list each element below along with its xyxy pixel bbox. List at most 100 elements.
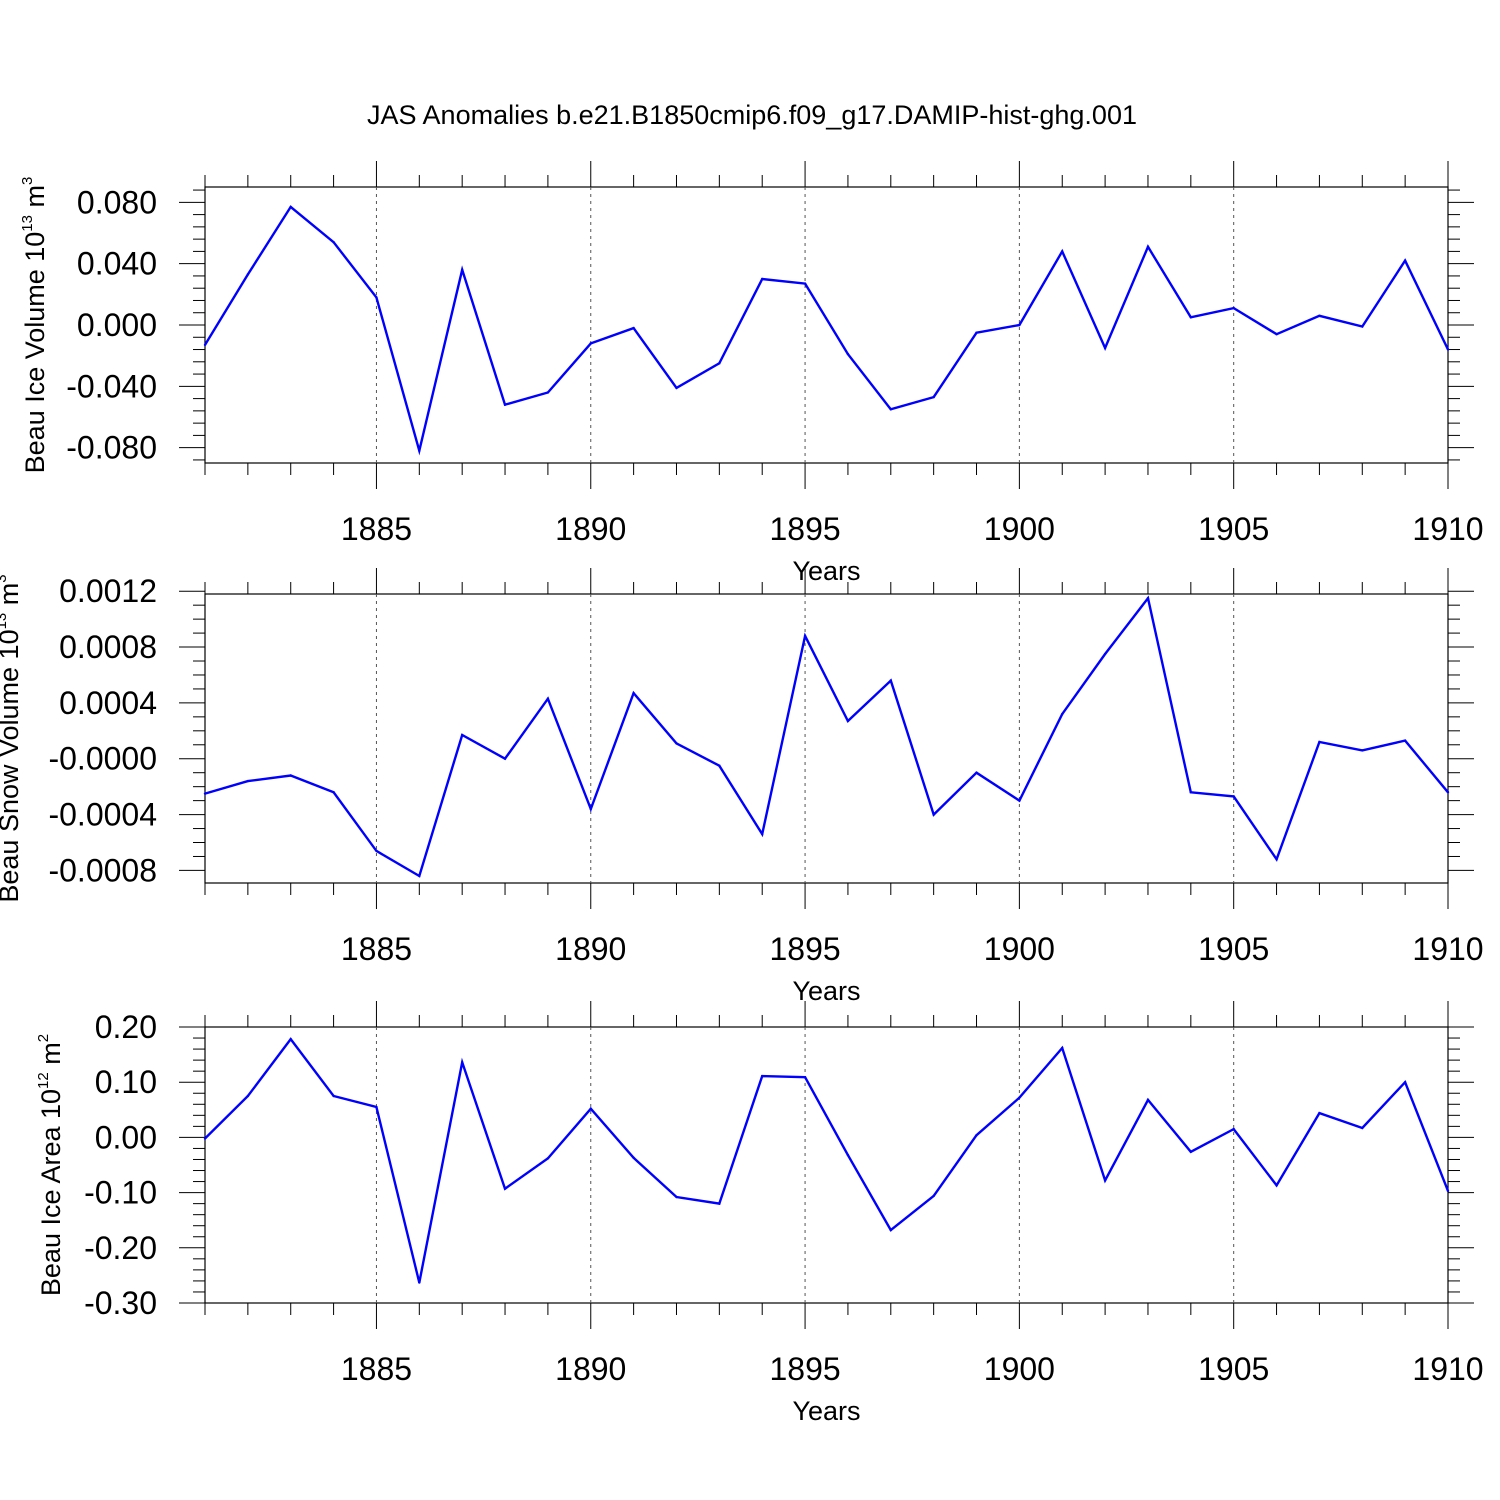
data-point [803,634,807,638]
data-point [803,1076,807,1079]
x-tick-label: 1905 [1198,931,1269,967]
data-point [418,1281,421,1284]
data-point [289,774,292,777]
data-point [1018,1096,1021,1099]
x-tick-label: 1910 [1412,1351,1483,1387]
data-point [1232,306,1235,310]
data-point [1275,858,1278,861]
data-point [418,449,421,452]
data-point [803,282,807,285]
data-point [460,1061,464,1064]
y-axis-title: Beau Snow Volume 1013 m3 [0,574,24,902]
data-point [246,779,250,783]
data-point [1103,652,1107,656]
chart-panel-3: -0.30 -0.20 -0.10 0.00 0.10 0.20 1885 1890 1895 1… [35,1001,1484,1426]
y-axis-title-part: m [36,1042,66,1072]
data-point [846,1153,850,1157]
data-point [1103,346,1107,350]
y-axis-title-part: Beau Snow Volume 10 [0,629,24,902]
data-point [375,1105,378,1109]
data-point [1018,323,1021,327]
series-line [203,205,1450,456]
data-point [1189,791,1193,794]
data-point [1403,1081,1407,1084]
y-tick-label: -0.0004 [48,797,157,833]
series-line [204,595,1449,878]
data-point [718,1202,721,1205]
data-point [546,697,550,700]
data-point [889,1228,892,1232]
y-tick-label: 0.10 [95,1064,157,1100]
y-tick-label: -0.20 [84,1230,157,1266]
data-point [1318,1111,1321,1115]
data-point [1446,1189,1450,1193]
x-tick-label: 1905 [1198,1351,1269,1387]
figure-title: JAS Anomalies b.e21.B1850cmip6.f09_g17.D… [367,100,1137,130]
data-point [1232,795,1235,798]
chart-panel-2: -0.0008 -0.0004 -0.0000 0.0004 0.0008 0.0012 1… [0,568,1484,1006]
data-point [1318,740,1321,744]
data-point [761,277,764,281]
data-point [289,205,292,209]
data-point [1275,333,1278,336]
chart-panel-1: -0.080 -0.040 0.000 0.040 0.080 1885 1890 1895 1… [19,161,1484,586]
x-tick-label: 1910 [1412,511,1483,547]
x-tick-label: 1890 [555,511,626,547]
data-point [203,343,207,347]
data-point [332,1094,335,1098]
x-tick-label: 1900 [984,511,1055,547]
data-point [975,331,978,334]
data-point [332,241,335,244]
y-tick-label: 0.080 [77,184,157,220]
data-point [975,771,978,774]
x-tick-label: 1900 [984,1351,1055,1387]
data-point [503,757,507,760]
data-point [546,1157,550,1160]
data-point [1061,250,1064,253]
x-tick-label: 1900 [984,931,1055,967]
data-point [418,874,421,878]
data-point [460,268,464,271]
data-point [289,1037,292,1041]
data-point [1189,1150,1193,1153]
x-tick-label: 1885 [341,1351,412,1387]
x-axis-title: Years [792,556,860,586]
data-point [1275,1184,1278,1187]
data-point [460,733,464,737]
data-point [332,791,335,794]
data-point [589,807,592,811]
data-point [675,1195,678,1199]
data-point [1361,1126,1364,1130]
y-axis-title-part: m [0,583,24,613]
data-point [846,719,850,723]
y-tick-label: 0.20 [95,1009,157,1045]
data-point [1446,791,1450,794]
x-tick-label: 1885 [341,931,412,967]
y-axis-title-part: Beau Ice Area 10 [36,1089,66,1296]
data-point [761,1074,764,1078]
x-tick-label: 1895 [769,1351,840,1387]
data-point [632,326,635,330]
data-point [1103,1179,1107,1182]
data-point [718,362,721,365]
data-point [975,1133,978,1137]
y-tick-label: 0.040 [77,246,157,282]
y-axis-title: Beau Ice Area 1012 m2 [35,1034,66,1296]
data-point [1361,325,1364,328]
x-axis-title: Years [792,976,860,1006]
x-axis-title: Years [792,1396,860,1426]
y-axis-title-superscript: 3 [0,574,10,582]
y-axis-title-superscript: 13 [0,613,10,630]
data-point [1061,1046,1064,1050]
y-tick-label: -0.0000 [48,741,157,777]
y-axis-title-part: m [20,185,50,215]
y-axis-title-superscript: 12 [35,1072,52,1089]
data-point [675,742,678,745]
plot-frame [204,593,1449,884]
y-axis-title-part: Beau Ice Volume 10 [20,232,50,474]
data-point [589,342,592,345]
y-axis-title-superscript: 2 [35,1034,52,1042]
data-point [503,1187,507,1190]
y-axis-title: Beau Ice Volume 1013 m3 [19,177,50,474]
